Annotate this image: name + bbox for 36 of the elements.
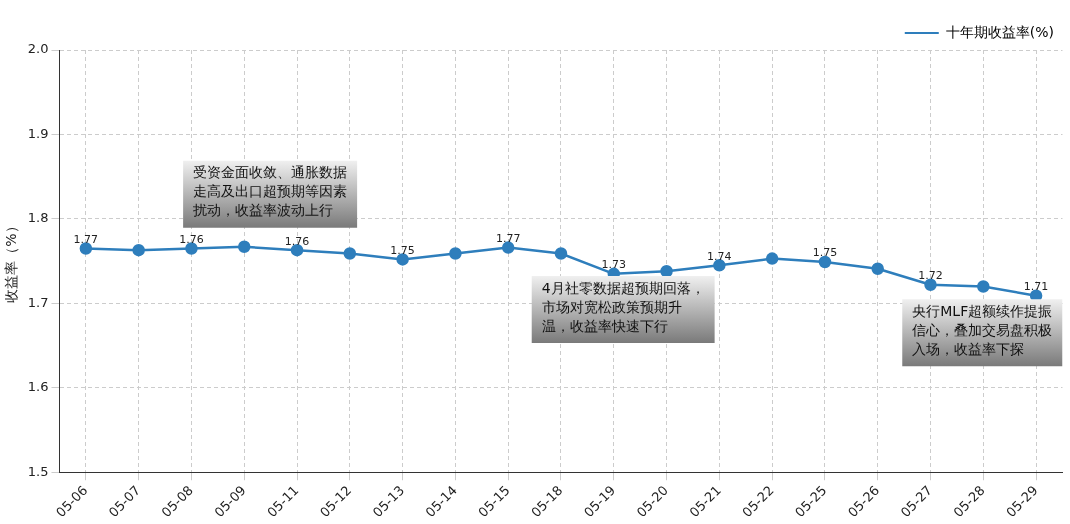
point [185, 242, 198, 255]
point [977, 280, 990, 293]
point [237, 240, 251, 254]
point [501, 241, 515, 254]
point [871, 262, 884, 275]
data-label: 1.75 [812, 246, 838, 260]
data-label: 1.71 [1023, 280, 1049, 294]
y-tick-label: 1.6 [27, 379, 49, 395]
point [924, 278, 937, 292]
y-tick-label: 2.0 [27, 41, 49, 57]
point [713, 259, 726, 272]
point [343, 247, 357, 260]
annotation: 4月社零数据超预期回落，市场对宽松政策预期升温，收益率快速下行 [541, 279, 705, 334]
data-label: 1.76 [179, 232, 204, 246]
legend-label: 十年期收益率(%) [945, 23, 1055, 40]
data-label: 1.76 [284, 234, 310, 248]
y-tick-label: 1.7 [27, 294, 49, 310]
point [132, 243, 145, 257]
data-label: 1.73 [601, 258, 627, 272]
y-tick-label: 1.5 [27, 463, 49, 479]
point [554, 247, 568, 260]
point [396, 253, 409, 266]
point [449, 247, 462, 260]
data-label: 1.75 [390, 243, 415, 257]
point [765, 252, 779, 265]
y-axis-title: 收益率（%） [3, 219, 20, 303]
data-label: 1.74 [707, 249, 732, 263]
point [79, 242, 93, 255]
point [818, 255, 832, 269]
data-label: 1.72 [918, 269, 943, 283]
data-label: 1.77 [495, 231, 521, 245]
y-tick-label: 1.9 [27, 125, 49, 141]
data-label: 1.77 [73, 232, 99, 246]
annotation: 央行MLF超额续作提振信心，叠加交易盘积极入场，收益率下探 [912, 302, 1053, 357]
y-tick-label: 1.8 [27, 210, 49, 226]
annotation: 受资金面收敛、通胀数据走高及出口超预期等因素扰动，收益率波动上行 [192, 164, 348, 219]
